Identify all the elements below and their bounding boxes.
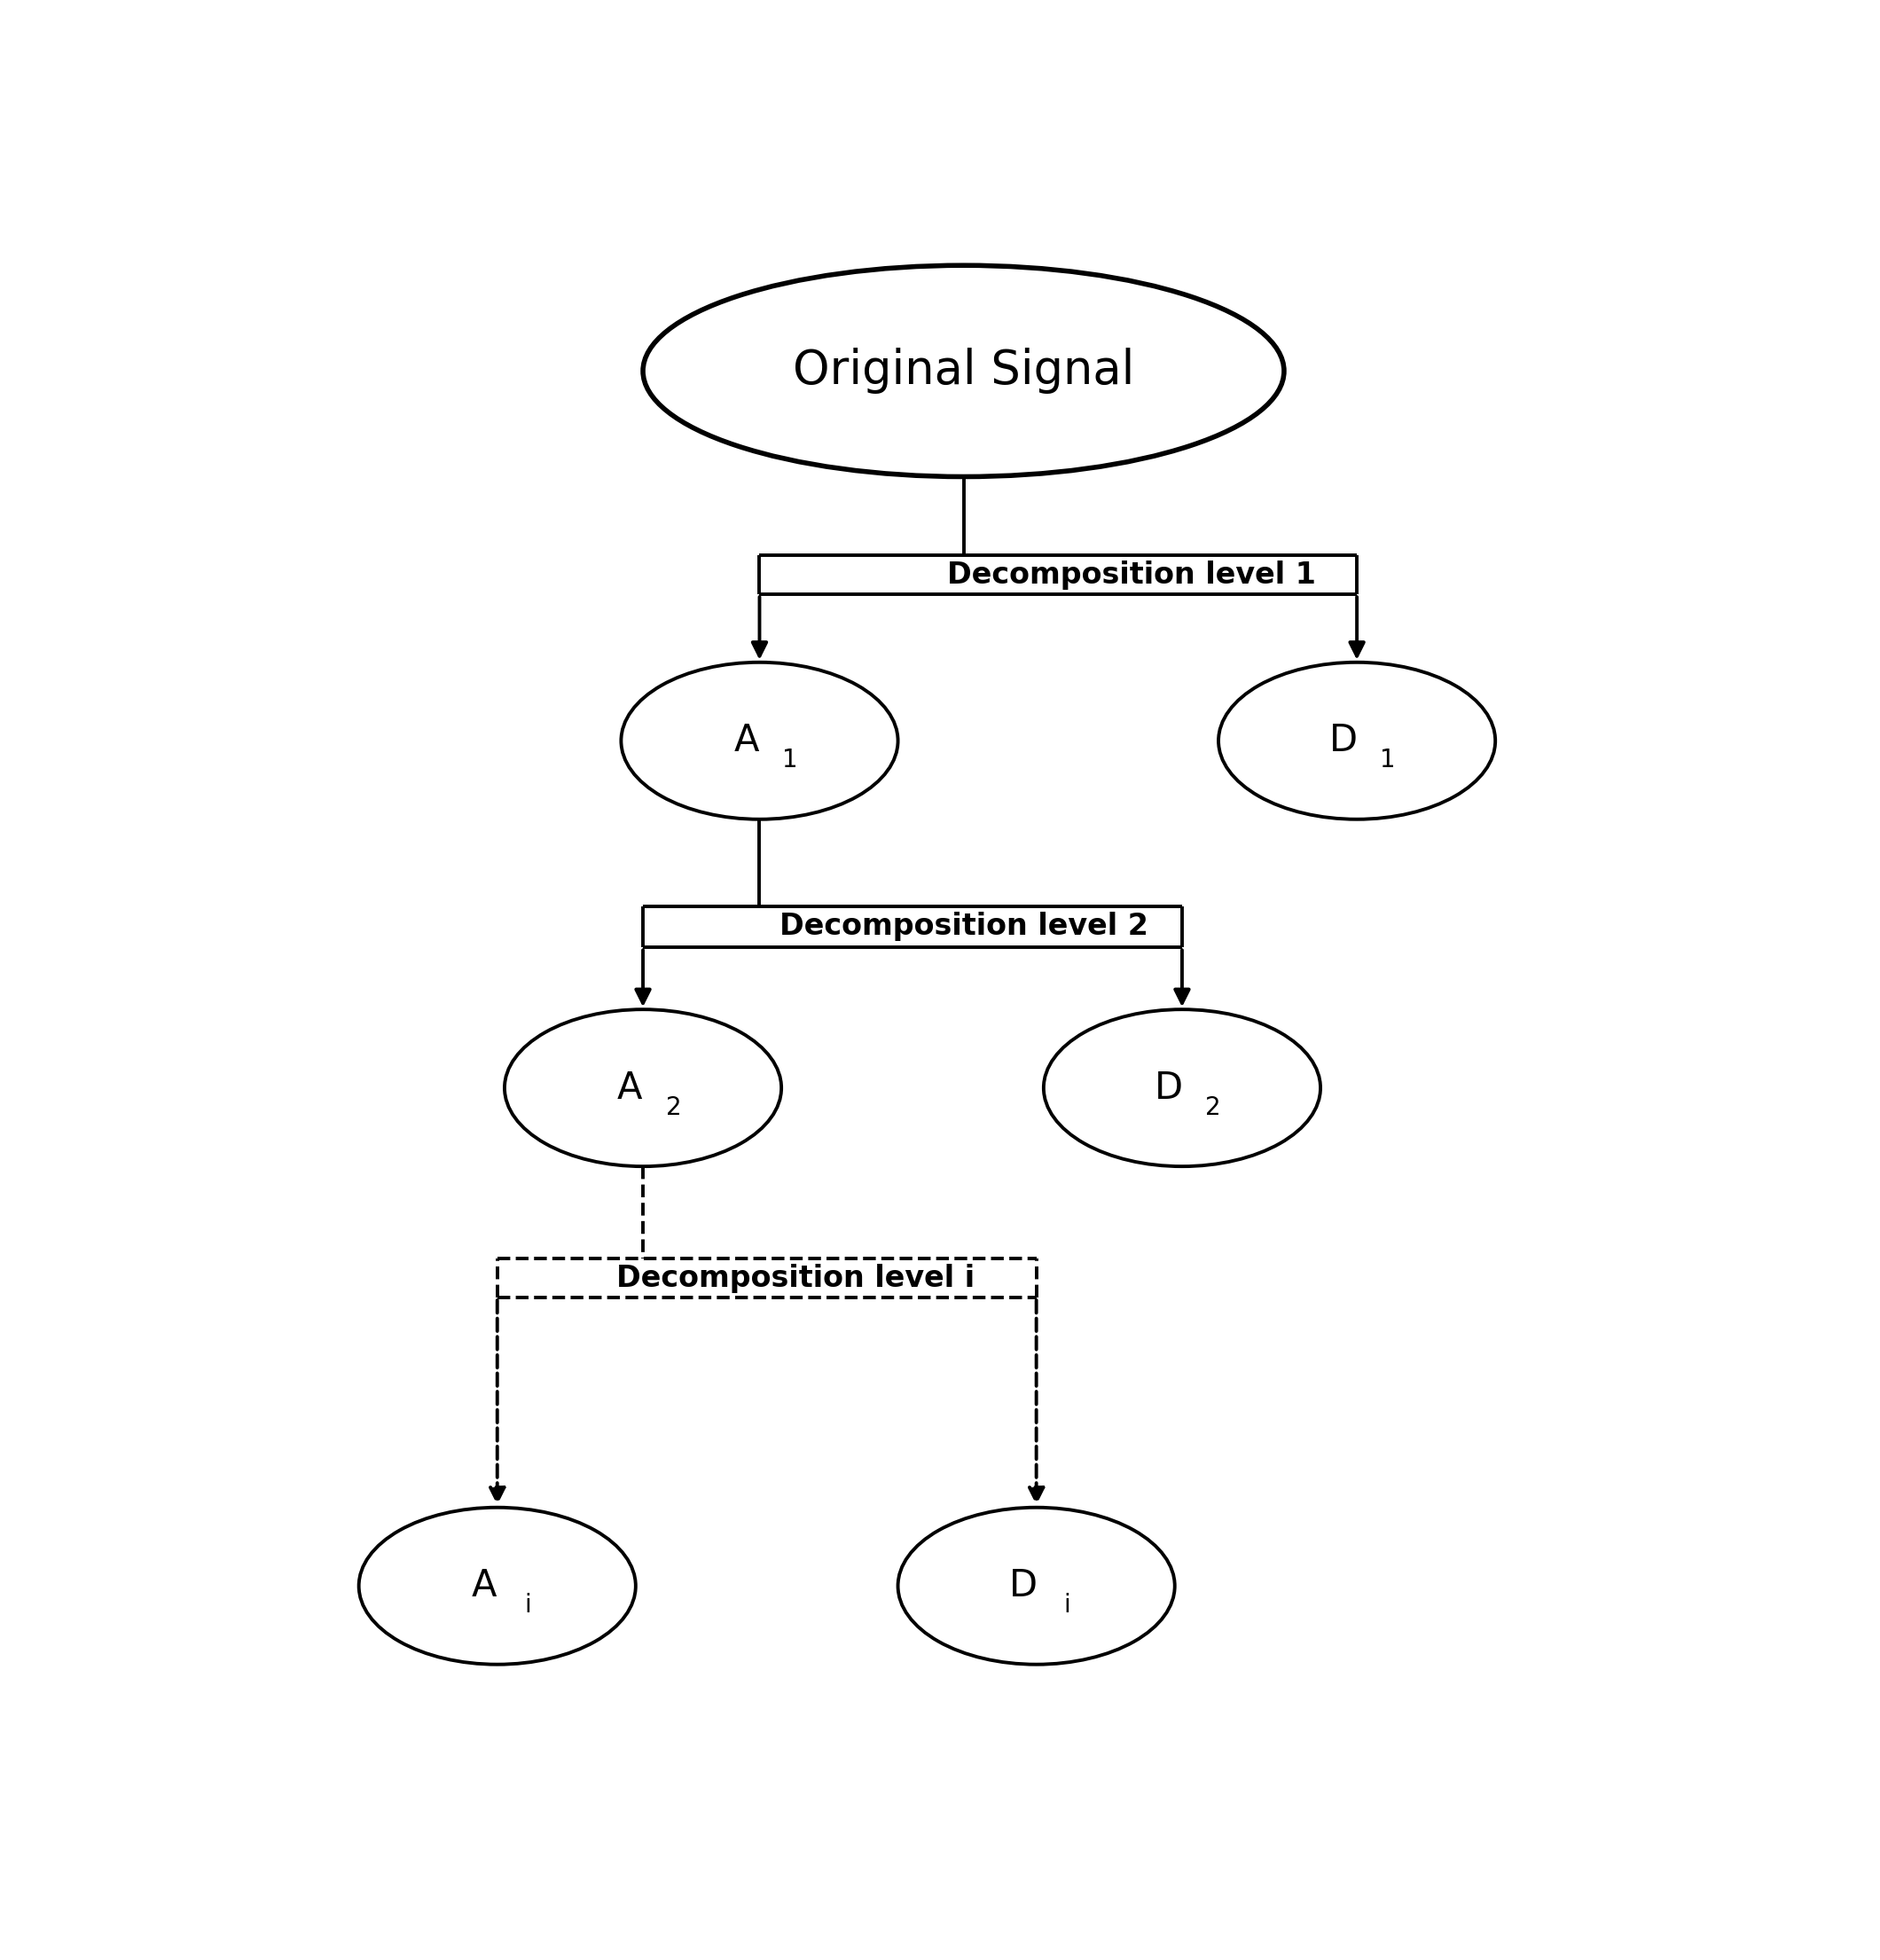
Text: i: i [1064,1593,1070,1617]
Text: 1: 1 [782,749,797,772]
Text: D: D [1010,1568,1038,1605]
Ellipse shape [620,662,899,819]
Text: Decomposition level 2: Decomposition level 2 [778,911,1149,941]
Text: A: A [472,1568,496,1605]
Ellipse shape [1218,662,1495,819]
Text: 2: 2 [666,1096,681,1119]
Ellipse shape [504,1009,782,1166]
Text: A: A [733,721,760,759]
Ellipse shape [899,1507,1175,1664]
Text: A: A [617,1070,643,1107]
Text: i: i [525,1593,532,1617]
Ellipse shape [643,265,1284,476]
Text: Decomposition level 1: Decomposition level 1 [948,561,1316,590]
Text: 2: 2 [1205,1096,1220,1119]
Text: Original Signal: Original Signal [793,349,1134,394]
Text: Decomposition level i: Decomposition level i [617,1264,976,1294]
Ellipse shape [1043,1009,1320,1166]
Text: D: D [1154,1070,1183,1107]
Ellipse shape [359,1507,635,1664]
Text: 1: 1 [1380,749,1395,772]
Text: D: D [1329,721,1357,759]
